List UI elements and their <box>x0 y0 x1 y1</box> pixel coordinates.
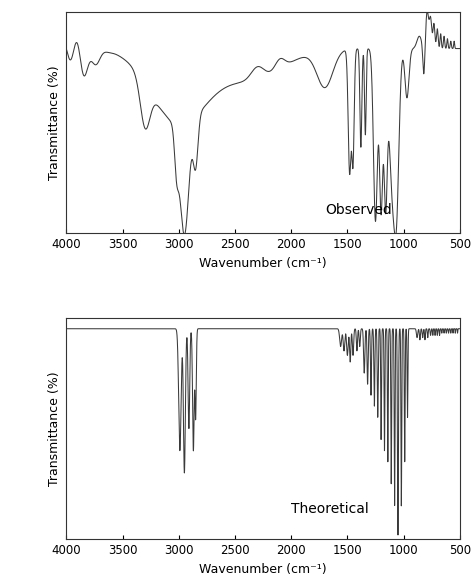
Y-axis label: Transmittance (%): Transmittance (%) <box>48 65 61 180</box>
Text: Observed: Observed <box>325 202 392 217</box>
Y-axis label: Transmittance (%): Transmittance (%) <box>48 371 61 486</box>
Text: Theoretical: Theoretical <box>291 502 369 516</box>
X-axis label: Wavenumber (cm⁻¹): Wavenumber (cm⁻¹) <box>199 563 327 576</box>
X-axis label: Wavenumber (cm⁻¹): Wavenumber (cm⁻¹) <box>199 257 327 270</box>
